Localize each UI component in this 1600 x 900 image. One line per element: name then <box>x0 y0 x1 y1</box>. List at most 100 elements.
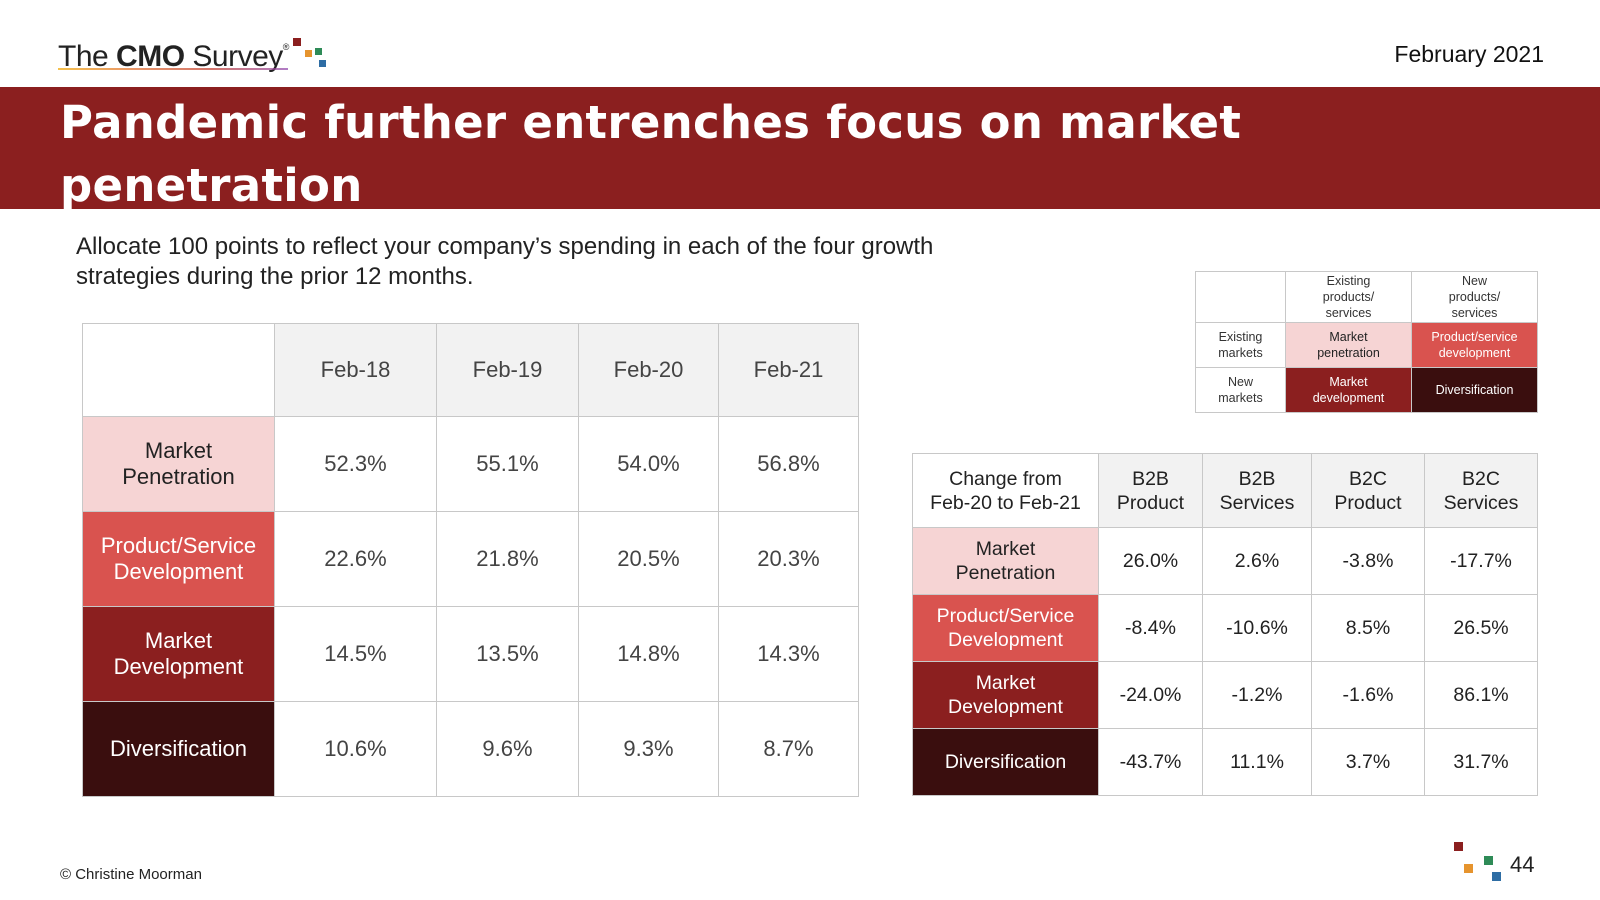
column-header-line: Services <box>1443 491 1519 514</box>
column-header-line: B2B <box>1238 467 1276 490</box>
matrix-header-line: products/ <box>1322 290 1375 304</box>
value-cell: -1.2% <box>1202 661 1312 729</box>
matrix-row-label-line: Existing <box>1218 330 1263 344</box>
column-header: Feb-19 <box>436 323 579 417</box>
matrix-header-line: services <box>1451 306 1498 320</box>
value-cell: -17.7% <box>1424 527 1538 595</box>
value-cell: 86.1% <box>1424 661 1538 729</box>
row-label-market-penetration: Market Penetration <box>912 527 1099 595</box>
growth-strategy-matrix-legend: Existing products/services New products/se… <box>1195 271 1538 413</box>
row-label-diversification: Diversification <box>82 701 275 797</box>
value-cell: 54.0% <box>578 416 719 512</box>
survey-question-line-1: Allocate 100 points to reflect your comp… <box>76 233 934 260</box>
column-header-line: B2B <box>1132 467 1169 490</box>
column-header: B2B Services <box>1202 453 1312 528</box>
column-header: Feb-21 <box>718 323 859 417</box>
value-cell: -3.8% <box>1311 527 1425 595</box>
column-header-line: Product <box>1116 491 1185 514</box>
row-label-line: Diversification <box>110 736 247 761</box>
logo-word-survey: Survey <box>192 40 283 73</box>
row-label-line: Market <box>144 628 213 653</box>
row-label-line: Development <box>948 629 1063 651</box>
value-cell: -43.7% <box>1098 728 1203 796</box>
table-row: Product/Service Development -8.4% -10.6% … <box>912 594 1538 662</box>
matrix-cell-line: Diversification <box>1435 383 1514 397</box>
matrix-header-row: Existing products/services New products/se… <box>1195 271 1538 323</box>
value-cell: 13.5% <box>436 606 579 702</box>
matrix-header-line: products/ <box>1448 290 1501 304</box>
value-cell: 20.5% <box>578 511 719 607</box>
logo-underline <box>58 68 288 70</box>
row-label-line: Diversification <box>944 751 1067 773</box>
matrix-cell-diversification: Diversification <box>1411 367 1538 413</box>
row-label-market-penetration: Market Penetration <box>82 416 275 512</box>
column-header-line: B2C <box>1462 467 1500 490</box>
table-row: Market Penetration 52.3% 55.1% 54.0% 56.8… <box>82 416 859 512</box>
value-cell: -10.6% <box>1202 594 1312 662</box>
row-label-line: Development <box>113 654 244 679</box>
matrix-row: New markets Market development Diversifica… <box>1195 367 1538 413</box>
row-label-line: Development <box>113 559 244 584</box>
table-header-row: Feb-18 Feb-19 Feb-20 Feb-21 <box>82 323 859 417</box>
row-label-line: Penetration <box>955 562 1056 584</box>
column-header-line: Services <box>1219 491 1295 514</box>
table-corner-cell <box>82 323 275 417</box>
matrix-cell-market-development: Market development <box>1285 367 1412 413</box>
matrix-cell-line: Product/service <box>1431 330 1518 344</box>
slide-title-line-2: with B2B companies doubling down on this… <box>60 222 1399 275</box>
growth-strategy-trend-table: Feb-18 Feb-19 Feb-20 Feb-21 Market Penetr… <box>82 323 859 797</box>
table-row: Diversification 10.6% 9.6% 9.3% 8.7% <box>82 701 859 797</box>
change-corner-label: Change from Feb-20 to Feb-21 <box>912 453 1099 528</box>
matrix-header-line: Existing <box>1326 274 1371 288</box>
value-cell: -8.4% <box>1098 594 1203 662</box>
value-cell: -24.0% <box>1098 661 1203 729</box>
row-label-line: Market <box>975 538 1036 560</box>
column-header: B2C Product <box>1311 453 1425 528</box>
survey-question-line-2: strategies during the prior 12 months. <box>76 263 474 290</box>
slide-title-line-1: Pandemic further entrenches focus on mar… <box>60 96 1242 212</box>
matrix-cell-line: Market <box>1329 375 1368 389</box>
matrix-row-label-line: markets <box>1218 391 1263 405</box>
report-date: February 2021 <box>1394 41 1544 67</box>
logo-registered-mark: ® <box>282 42 290 52</box>
value-cell: 3.7% <box>1311 728 1425 796</box>
matrix-row-label-line: New <box>1227 375 1253 389</box>
slide-title: Pandemic further entrenches focus on mar… <box>60 91 1540 280</box>
matrix-row-label-line: markets <box>1218 346 1263 360</box>
value-cell: 31.7% <box>1424 728 1538 796</box>
value-cell: 22.6% <box>274 511 437 607</box>
table-header-row: Change from Feb-20 to Feb-21 B2B Product B… <box>912 453 1538 528</box>
logo-word-the: The <box>58 40 109 73</box>
table-row: Diversification -43.7% 11.1% 3.7% 31.7% <box>912 728 1538 796</box>
value-cell: 20.3% <box>718 511 859 607</box>
value-cell: 52.3% <box>274 416 437 512</box>
matrix-row-new-markets: New markets <box>1195 367 1286 413</box>
column-header: Feb-20 <box>578 323 719 417</box>
row-label-product-service-development: Product/Service Development <box>912 594 1099 662</box>
logo-word-cmo: CMO <box>116 40 185 73</box>
row-label-market-development: Market Development <box>912 661 1099 729</box>
row-label-line: Product/Service <box>100 533 257 558</box>
matrix-corner-cell <box>1195 271 1286 323</box>
value-cell: 11.1% <box>1202 728 1312 796</box>
logo-text: The CMO Survey® <box>58 40 289 74</box>
row-label-market-development: Market Development <box>82 606 275 702</box>
matrix-cell-line: Market <box>1329 330 1368 344</box>
matrix-cell-line: development <box>1438 346 1511 360</box>
matrix-cell-line: development <box>1312 391 1385 405</box>
row-label-line: Penetration <box>122 464 235 489</box>
row-label-line: Market <box>975 672 1036 694</box>
page-number: 44 <box>1510 852 1535 877</box>
corner-label-line: Change from <box>949 467 1062 490</box>
row-label-line: Development <box>948 696 1063 718</box>
table-row: Product/Service Development 22.6% 21.8% 2… <box>82 511 859 607</box>
survey-question: Allocate 100 points to reflect your comp… <box>76 232 1036 292</box>
cmo-survey-logo: The CMO Survey® <box>58 30 331 74</box>
value-cell: 14.5% <box>274 606 437 702</box>
value-cell: 8.5% <box>1311 594 1425 662</box>
column-header: B2B Product <box>1098 453 1203 528</box>
row-label-product-service-development: Product/Service Development <box>82 511 275 607</box>
value-cell: 14.3% <box>718 606 859 702</box>
value-cell: 10.6% <box>274 701 437 797</box>
row-label-diversification: Diversification <box>912 728 1099 796</box>
